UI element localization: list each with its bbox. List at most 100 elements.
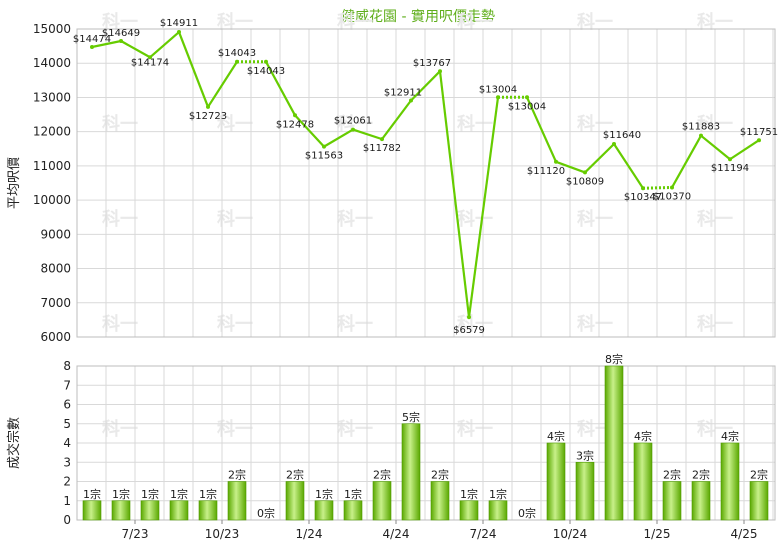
count-data-label: 8宗 [605,352,623,366]
count-data-label: 0宗 [518,506,536,520]
price-line-segment [525,96,558,163]
count-bar [430,481,450,521]
count-data-label: 1宗 [344,487,362,501]
price-data-label: $10809 [566,176,604,187]
price-data-label: $11883 [682,122,720,133]
price-line-segment [120,40,151,59]
watermark-mark: 科一 [577,113,613,135]
watermark-mark: 科一 [457,418,493,440]
count-bar [459,500,479,521]
watermark-mark: 科一 [577,208,613,230]
x-tick-label: 1/25 [644,527,671,541]
price-line-segment [91,39,122,49]
bar-panel: 0 1 2 3 4 5 6 7 8 成交宗數 1宗 1宗 1宗 1宗 1宗 2宗 0宗 2宗 1宗 1宗 2宗 5宗 2宗 1… [6,352,776,541]
price-point [554,159,558,164]
watermark-mark: 科一 [577,313,613,335]
price-line-segment [467,97,500,318]
count-data-label: 1宗 [460,487,478,501]
watermark-mark: 科一 [102,313,138,335]
count-bar [546,442,566,521]
count-data-label: 4宗 [547,429,565,443]
x-tick-label: 4/24 [383,527,410,541]
count-bar [198,500,218,521]
price-line-segment [642,185,673,190]
price-point [148,55,152,60]
watermark-mark: 科一 [457,208,493,230]
line-panel: 6000 7000 8000 9000 10000 11000 12000 13000 1400… [7,18,778,344]
price-data-label: $11640 [603,130,641,141]
count-data-label: 4宗 [721,429,739,443]
price-point [583,170,587,175]
count-bar [111,500,131,521]
price-point [641,186,645,191]
price-data-label: $12911 [384,87,422,98]
plot-frame [76,28,776,338]
price-point [496,95,500,100]
watermark-mark: 科一 [102,113,138,135]
price-data-label: $10347 [624,192,662,203]
price-point [206,104,210,109]
price-point [293,113,297,118]
price-data-label: $14474 [73,34,111,45]
count-data-label: 2宗 [663,468,681,482]
count-data-label: 3宗 [576,448,594,462]
count-bar [749,481,769,521]
price-line-segment [265,61,296,116]
price-data-label: $14043 [218,48,256,59]
count-bar [285,481,305,521]
watermark-mark: 科一 [217,313,253,335]
count-bar [720,442,740,521]
price-data-label: $12061 [334,116,372,127]
count-data-label: 2宗 [431,468,449,482]
count-data-label: 1宗 [112,487,130,501]
count-bar [401,423,421,521]
price-data-label: $13004 [508,101,546,112]
price-point [322,144,326,149]
count-data-label: 4宗 [634,429,652,443]
y-tick-label: 12000 [33,125,71,139]
price-line-segment [381,99,412,140]
count-bar [314,500,334,521]
x-tick-label: 10/23 [205,527,240,541]
price-line-segment [294,114,325,148]
count-bar [604,365,624,521]
price-line-segment [584,143,615,174]
price-data-label: $13767 [413,58,451,69]
count-bar [140,500,160,521]
price-line-segment [438,71,471,318]
watermark-mark: 科一 [102,208,138,230]
y-tick-label: 2 [63,475,71,489]
price-data-label: $14649 [102,28,140,39]
price-point [351,127,355,132]
price-data-label: $12723 [189,111,227,122]
price-line-segment [671,135,702,188]
y-tick-label: 13000 [33,90,71,104]
y-tick-label: 4 [63,436,71,450]
price-line-segment [177,31,210,108]
chart-title: 健威花園 - 實用呎價走勢 [341,8,495,25]
price-data-label: $11194 [711,163,749,174]
price-point [380,137,384,142]
count-data-label: 1宗 [199,487,217,501]
watermark-mark: 科一 [217,11,253,33]
y-tick-label: 14000 [33,56,71,70]
bar-y-axis-label: 成交宗數 [6,417,22,469]
count-bar [169,500,189,521]
watermark-mark: 科一 [457,313,493,335]
count-bar [227,481,247,521]
count-data-label: 5宗 [402,410,420,424]
price-data-label: $10370 [653,191,691,202]
price-data-label: $11120 [527,166,565,177]
price-line-segment [149,31,180,59]
price-line-segment [729,139,760,161]
watermark-mark: 科一 [697,11,733,33]
price-data-label: $11751 [740,127,778,138]
x-tick-label: 1/24 [296,527,323,541]
watermark-mark: 科一 [337,208,373,230]
price-line-segment [352,128,383,141]
watermark-mark: 科一 [337,418,373,440]
price-line-segment [410,70,441,102]
